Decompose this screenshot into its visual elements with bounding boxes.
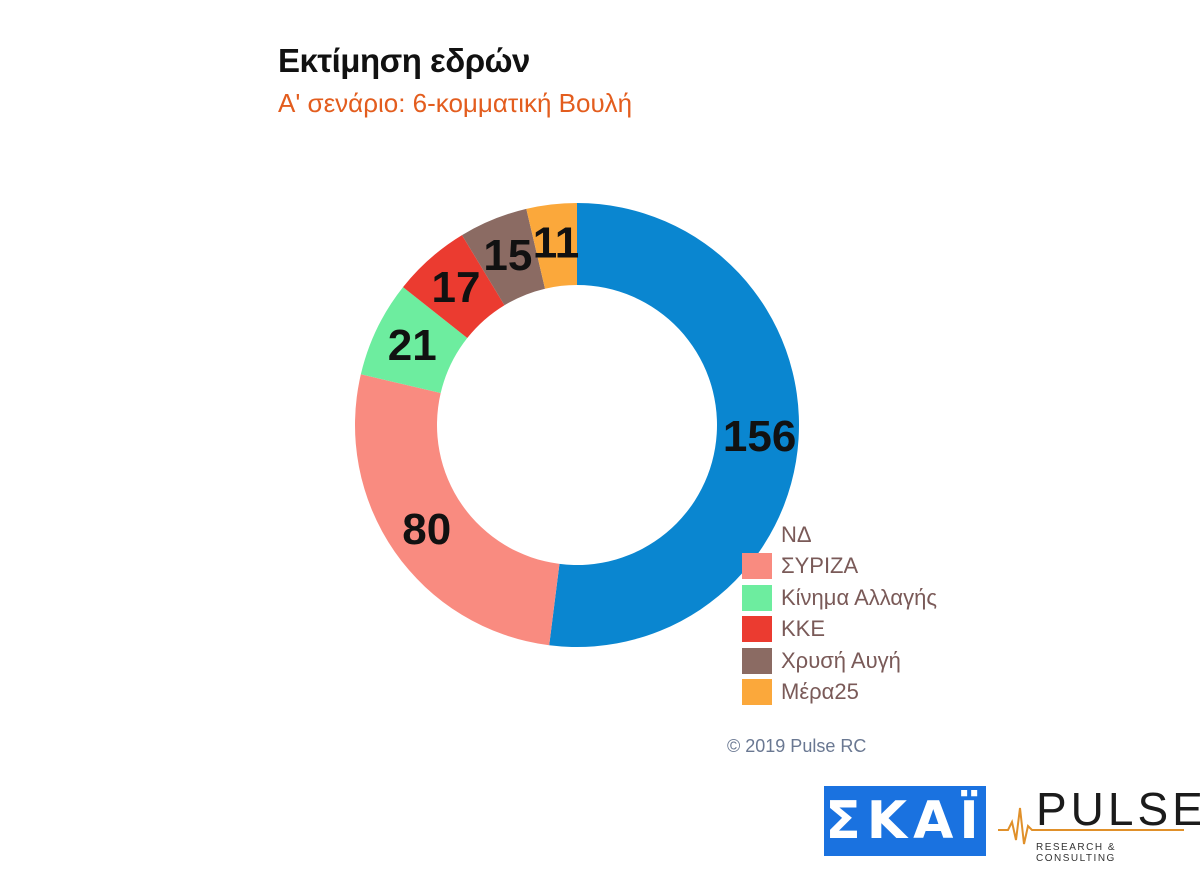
legend-label: ΝΔ [781, 521, 812, 547]
legend-item: ΣΥΡΙΖΑ [742, 551, 937, 583]
legend-swatch [742, 584, 772, 611]
legend-label: Κίνημα Αλλαγής [781, 584, 937, 610]
donut-slice [549, 203, 799, 647]
slice-value-label: 80 [402, 505, 451, 554]
legend-item: ΝΔ [742, 519, 937, 551]
slice-value-label: 21 [388, 321, 437, 370]
legend-swatch [742, 522, 772, 548]
copyright-text: © 2019 Pulse RC [727, 736, 867, 756]
pulse-wave-icon [998, 807, 1184, 845]
slice-value-label: 11 [533, 219, 580, 268]
skai-logo: ΣΚΑΪ [824, 786, 986, 856]
donut-slice [461, 208, 546, 306]
legend-swatch [742, 616, 772, 643]
legend-swatch [742, 647, 772, 674]
legend-item: Κίνημα Αλλαγής [742, 582, 937, 614]
legend-swatch [742, 679, 772, 706]
slice-value-label: 156 [723, 412, 796, 461]
slice-value-label: 15 [483, 231, 532, 280]
pulse-logo-tagline: RESEARCH & CONSULTING [1036, 842, 1117, 864]
legend-label: ΚΚΕ [781, 616, 826, 642]
legend-swatch [742, 553, 772, 580]
pulse-logo-name: PULSE [1036, 783, 1200, 835]
legend-label: Μέρα25 [781, 679, 859, 705]
chart-title: Εκτίμηση εδρών [278, 42, 530, 79]
pulse-logo: PULSE RESEARCH & CONSULTING [996, 783, 1200, 864]
legend-item: Χρυσή Αυγή [742, 645, 937, 677]
donut-slice [355, 374, 560, 646]
legend-label: ΣΥΡΙΖΑ [781, 553, 859, 579]
chart-legend: ΝΔ ΣΥΡΙΖΑ Κίνημα Αλλαγής ΚΚΕ Χρυσή Αυγή Μέρα2… [742, 519, 937, 708]
legend-label: Χρυσή Αυγή [781, 647, 901, 673]
donut-slice [403, 235, 505, 339]
legend-item: Μέρα25 [742, 677, 937, 709]
chart-subtitle: Α' σενάριο: 6-κομματική Βουλή [278, 88, 633, 118]
slice-value-label: 17 [432, 263, 481, 312]
donut-slice [360, 287, 468, 394]
donut-slice [526, 203, 577, 289]
legend-item: ΚΚΕ [742, 614, 937, 646]
